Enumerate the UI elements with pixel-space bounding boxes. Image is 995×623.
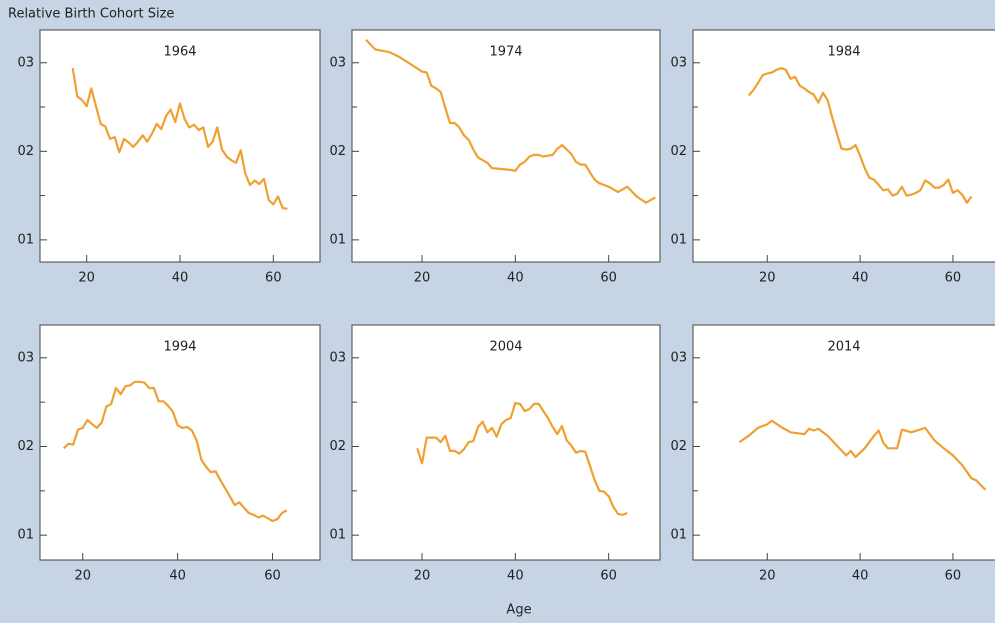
x-tick-label: 60 [600, 271, 617, 286]
panel-frame [351, 324, 661, 561]
panel: 1994 01 02 03 20 40 60 [17, 324, 321, 584]
data-line [747, 67, 973, 204]
y-tick-label: 02 [17, 439, 34, 454]
y-tick-label: 01 [670, 232, 687, 247]
y-tick-label: 02 [17, 144, 34, 159]
data-line [71, 67, 288, 210]
y-tick-label: 01 [17, 232, 34, 247]
panel-frame [39, 324, 321, 561]
panel-title: 1994 [163, 340, 196, 355]
x-axis-label: Age [506, 603, 531, 618]
y-tick-label: 03 [17, 350, 34, 365]
data-line [62, 380, 288, 523]
figure-title: Relative Birth Cohort Size [8, 7, 174, 22]
x-tick-label: 60 [264, 569, 281, 584]
x-tick-label: 40 [507, 569, 524, 584]
y-tick-label: 01 [670, 528, 687, 543]
panel: 1984 01 02 03 20 40 60 [670, 29, 995, 286]
y-tick-label: 03 [17, 55, 34, 70]
x-tick-label: 60 [945, 271, 962, 286]
panel: 1964 01 02 03 20 40 60 [17, 29, 321, 286]
x-tick-label: 40 [507, 271, 524, 286]
x-tick-label: 20 [759, 271, 776, 286]
panel-title: 2004 [489, 340, 522, 355]
y-tick-label: 02 [670, 144, 687, 159]
panel-frame [351, 29, 661, 263]
y-tick-label: 01 [329, 232, 346, 247]
y-tick-label: 02 [670, 439, 687, 454]
panel-title: 1984 [827, 45, 860, 60]
x-tick-label: 40 [852, 569, 869, 584]
x-tick-label: 20 [74, 569, 91, 584]
panel-frame [692, 324, 995, 561]
y-tick-label: 03 [329, 350, 346, 365]
panel-frame [39, 29, 321, 263]
x-tick-label: 20 [414, 569, 431, 584]
x-tick-label: 40 [172, 271, 189, 286]
data-line [738, 419, 987, 491]
panel-frame [692, 29, 995, 263]
data-line [416, 401, 628, 516]
y-tick-label: 03 [329, 55, 346, 70]
panel: 2014 01 02 03 20 40 60 [670, 324, 995, 584]
x-tick-label: 20 [759, 569, 776, 584]
panel-title: 2014 [827, 340, 860, 355]
panel-title: 1974 [489, 45, 522, 60]
x-tick-label: 20 [414, 271, 431, 286]
x-tick-label: 40 [852, 271, 869, 286]
y-tick-label: 01 [329, 528, 346, 543]
x-tick-label: 60 [265, 271, 282, 286]
x-tick-label: 40 [169, 569, 186, 584]
x-tick-label: 20 [78, 271, 95, 286]
y-tick-label: 03 [670, 350, 687, 365]
x-tick-label: 60 [600, 569, 617, 584]
x-tick-label: 60 [945, 569, 962, 584]
panel: 2004 01 02 03 20 40 60 [329, 324, 661, 584]
y-tick-label: 02 [329, 144, 346, 159]
y-tick-label: 03 [670, 55, 687, 70]
panel: 1974 01 02 03 20 40 60 [329, 29, 661, 286]
panel-title: 1964 [163, 45, 196, 60]
y-tick-label: 01 [17, 528, 34, 543]
y-tick-label: 02 [329, 439, 346, 454]
data-line [365, 38, 656, 204]
